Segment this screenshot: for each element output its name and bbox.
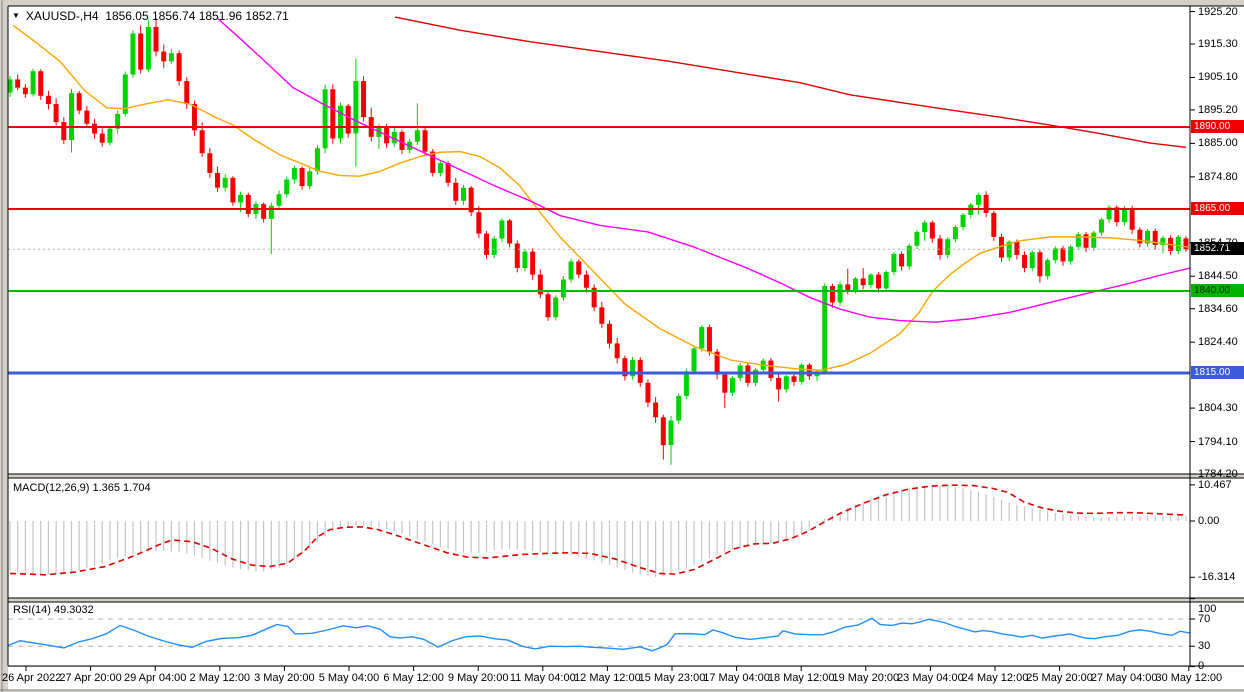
rsi-panel[interactable] bbox=[8, 602, 1244, 666]
time-axis[interactable] bbox=[8, 667, 1244, 690]
main-chart-panel[interactable] bbox=[8, 6, 1244, 474]
macd-panel[interactable] bbox=[8, 478, 1244, 598]
